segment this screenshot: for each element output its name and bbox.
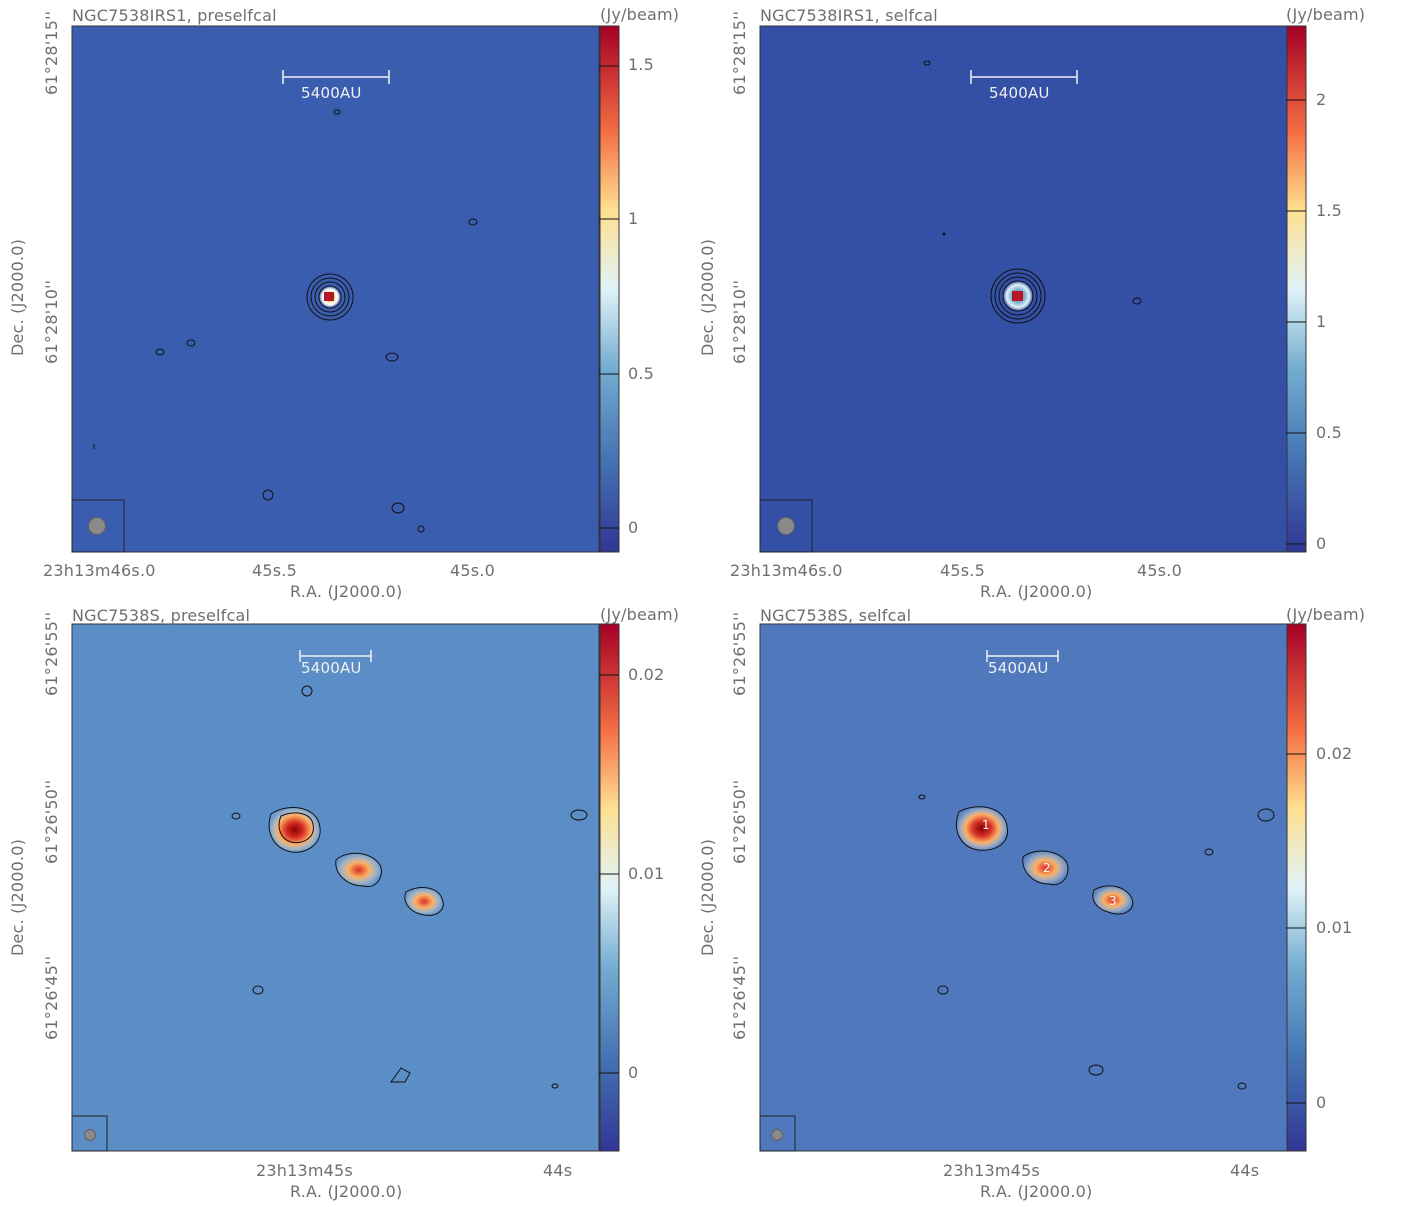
x-tick-left: 23h13m46s.0 xyxy=(730,561,843,580)
x-tick-middle: 45s.5 xyxy=(252,561,297,580)
y-tick-bottom: 61°26'45'' xyxy=(42,955,61,1040)
colorbar-unit: (Jy/beam) xyxy=(1286,5,1366,24)
colorbar-tick-2: 1.5 xyxy=(1316,201,1343,220)
ngc7538s-selfcal-map xyxy=(759,623,1307,1152)
y-tick-middle: 61°26'50'' xyxy=(730,779,749,864)
ngc7538s-preselfcal-map xyxy=(71,623,620,1152)
scale-bar-label: 5400AU xyxy=(989,84,1050,102)
colorbar-tick-2: 1 xyxy=(628,209,639,228)
source-label-2: 2 xyxy=(1043,861,1051,875)
x-axis-label: R.A. (J2000.0) xyxy=(290,1182,403,1201)
y-tick-top: 61°28'15'' xyxy=(730,10,749,95)
colorbar-unit: (Jy/beam) xyxy=(600,605,680,624)
y-tick-bottom: 61°26'45'' xyxy=(730,955,749,1040)
image-panel-irs1-selfcal: NGC7538IRS1, selfcal (Jy/beam) R.A. (J20… xyxy=(698,0,1400,601)
beam-symbol xyxy=(777,517,795,535)
x-tick-right: 45s.0 xyxy=(450,561,495,580)
colorbar-tick-1: 2 xyxy=(1316,90,1327,109)
image-panel-ngc7538s-preselfcal: NGC7538S, preselfcal (Jy/beam) R.A. (J20… xyxy=(0,600,700,1200)
scale-bar-label: 5400AU xyxy=(301,659,362,677)
scale-bar-label: 5400AU xyxy=(988,659,1049,677)
panel-title: NGC7538IRS1, preselfcal xyxy=(72,6,277,25)
panel-title: NGC7538S, selfcal xyxy=(760,606,912,625)
x-axis-label: R.A. (J2000.0) xyxy=(980,1182,1093,1201)
colorbar-tick-3: 1 xyxy=(1316,312,1327,331)
image-panel-irs1-preselfcal: NGC7538IRS1, preselfcal (Jy/beam) R.A. (… xyxy=(0,0,700,600)
y-tick-middle: 61°28'10'' xyxy=(42,279,61,364)
x-tick-left: 23h13m46s.0 xyxy=(43,561,156,580)
colorbar-tick-4: 0.5 xyxy=(1316,423,1343,442)
beam-symbol xyxy=(84,1129,96,1141)
image-panel-ngc7538s-selfcal: NGC7538S, selfcal (Jy/beam) R.A. (J2000.… xyxy=(698,600,1400,1201)
irs1-preselfcal-map xyxy=(71,25,620,553)
y-tick-top: 61°26'55'' xyxy=(730,611,749,696)
y-tick-top: 61°28'15'' xyxy=(42,10,61,95)
y-tick-top: 61°26'55'' xyxy=(42,611,61,696)
x-axis-label: R.A. (J2000.0) xyxy=(980,582,1093,601)
colorbar-tick-1: 0.02 xyxy=(1316,744,1353,763)
colorbar-tick-2: 0.01 xyxy=(628,864,665,883)
x-tick-right: 45s.0 xyxy=(1137,561,1182,580)
colorbar-tick-1: 1.5 xyxy=(628,55,655,74)
x-tick-left: 23h13m45s xyxy=(943,1161,1040,1180)
colorbar-unit: (Jy/beam) xyxy=(600,5,680,24)
x-tick-middle: 45s.5 xyxy=(940,561,985,580)
y-axis-label: Dec. (J2000.0) xyxy=(8,238,27,356)
colorbar-tick-5: 0 xyxy=(1316,534,1327,553)
source-label-3: 3 xyxy=(1109,894,1117,908)
scale-bar-label: 5400AU xyxy=(301,84,362,102)
y-axis-label: Dec. (J2000.0) xyxy=(698,238,717,356)
y-axis-label: Dec. (J2000.0) xyxy=(8,838,27,956)
panel-title: NGC7538IRS1, selfcal xyxy=(760,6,938,25)
beam-symbol xyxy=(88,517,106,535)
y-tick-middle: 61°28'10'' xyxy=(730,279,749,364)
colorbar-tick-2: 0.01 xyxy=(1316,918,1353,937)
y-axis-label: Dec. (J2000.0) xyxy=(698,838,717,956)
x-tick-left: 23h13m45s xyxy=(256,1161,353,1180)
colorbar-tick-4: 0 xyxy=(628,518,639,537)
colorbar-tick-3: 0 xyxy=(628,1063,639,1082)
x-tick-right: 44s xyxy=(543,1161,573,1180)
colorbar-unit: (Jy/beam) xyxy=(1286,605,1366,624)
x-tick-right: 44s xyxy=(1230,1161,1260,1180)
y-tick-middle: 61°26'50'' xyxy=(42,779,61,864)
irs1-selfcal-map xyxy=(759,25,1307,553)
panel-title: NGC7538S, preselfcal xyxy=(72,606,251,625)
colorbar-tick-3: 0 xyxy=(1316,1093,1327,1112)
colorbar-tick-1: 0.02 xyxy=(628,665,665,684)
beam-symbol xyxy=(771,1129,783,1141)
source-label-1: 1 xyxy=(982,818,990,832)
colorbar-tick-3: 0.5 xyxy=(628,364,655,383)
x-axis-label: R.A. (J2000.0) xyxy=(290,582,403,601)
